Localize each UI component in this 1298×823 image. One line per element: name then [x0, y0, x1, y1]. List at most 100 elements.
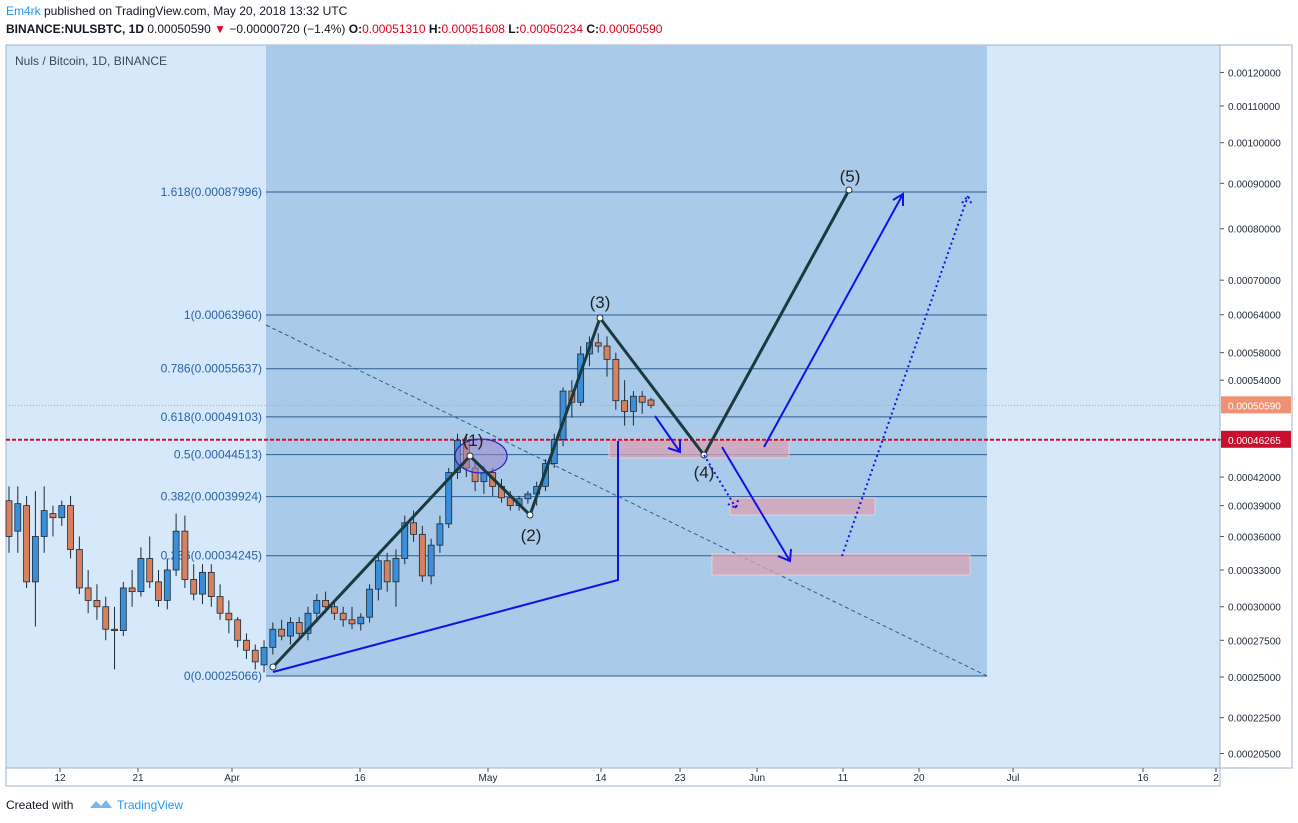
time-axis: 12 21 Apr 16 May 14 23 Jun 11 20 Jul 16 2: [54, 768, 1219, 784]
arrow-3-head: [777, 548, 792, 563]
candle-body: [594, 342, 602, 347]
wave-point-0[interactable]: [269, 663, 277, 671]
candle-body: [207, 571, 215, 598]
candle-body: [251, 649, 259, 663]
candle-body: [603, 345, 611, 360]
candle-body: [128, 587, 136, 593]
x-tick-label: 2: [1213, 773, 1219, 784]
wave-point-5[interactable]: [845, 186, 853, 194]
arrow-dotted-2: [841, 195, 969, 557]
candle-body: [392, 558, 400, 583]
price-change: −0.00000720 (−1.4%): [229, 22, 346, 36]
fib-label: 0.5(0.00044513): [174, 448, 262, 462]
candle-body: [260, 646, 268, 666]
y-tick-label: 0.00042000: [1228, 473, 1281, 484]
open-label: O:: [348, 22, 363, 36]
wave-path: [271, 189, 851, 669]
close-value: 0.00050590: [599, 22, 663, 36]
fib-label: 0.786(0.00055637): [161, 362, 262, 376]
y-tick-label: 0.00054000: [1228, 376, 1281, 387]
y-tick-label: 0.00022500: [1228, 714, 1281, 725]
candle-body: [23, 505, 30, 583]
fib-label: 0.618(0.00049103): [161, 410, 262, 424]
footer: Created with TradingView: [0, 790, 1298, 823]
candle-body: [119, 587, 127, 631]
candle-body: [322, 599, 330, 608]
marked-price-tag-label: 0.00046265: [1228, 436, 1281, 447]
candle-body: [172, 530, 180, 571]
candle-body: [243, 639, 250, 651]
x-tick-label: Apr: [224, 773, 240, 784]
candle-body: [410, 522, 417, 535]
candle-body: [383, 560, 391, 583]
arrow-1-shaft: [654, 415, 681, 453]
candle-body: [14, 503, 22, 532]
candle-body: [427, 544, 435, 577]
x-tick-label: 16: [1137, 773, 1149, 784]
candle-body: [234, 619, 242, 641]
candle-body: [339, 612, 347, 621]
channel-line: [272, 441, 619, 673]
tradingview-logo-icon[interactable]: [88, 796, 114, 812]
x-tick-label: 20: [913, 773, 925, 784]
candle-body: [5, 500, 13, 537]
symbol-label: BINANCE:NULSBTC, 1D: [6, 22, 144, 36]
y-tick-label: 0.00033000: [1228, 566, 1281, 577]
time-axis-background: [5, 767, 1221, 787]
candle-body: [190, 579, 198, 595]
close-label: C:: [586, 22, 600, 36]
candle-body: [163, 569, 171, 601]
candle-body: [304, 612, 312, 634]
author-link[interactable]: Em4rk: [6, 4, 41, 18]
wave-point-2[interactable]: [526, 511, 534, 519]
y-tick-label: 0.00036000: [1228, 532, 1281, 543]
candle-body: [278, 628, 286, 637]
fib-zone: [266, 45, 987, 676]
high-value: 0.00051608: [441, 22, 505, 36]
candle-body: [418, 533, 426, 577]
tradingview-link[interactable]: TradingView: [117, 798, 184, 812]
candle-body: [225, 612, 233, 621]
wave-label-1: (1): [463, 431, 484, 450]
candle-body: [102, 606, 110, 630]
last-price-tag-label: 0.00050590: [1228, 401, 1281, 412]
candle-body: [445, 472, 453, 525]
publish-text: published on TradingView.com, May 20, 20…: [40, 4, 348, 18]
target-box-2: [729, 497, 876, 516]
wave-point-1[interactable]: [466, 452, 474, 460]
publish-header: Em4rk published on TradingView.com, May …: [0, 0, 1298, 40]
y-tick-label: 0.00039000: [1228, 502, 1281, 513]
wave-label-5: (5): [840, 167, 861, 186]
wave-label-3: (3): [590, 293, 611, 312]
fib-label: 0(0.00025066): [184, 669, 262, 683]
candle-body: [287, 622, 294, 637]
wave-point-3[interactable]: [596, 314, 604, 322]
candle-body: [330, 606, 338, 614]
candle-body: [155, 581, 162, 601]
last-price-tag: [1221, 396, 1291, 414]
wave-label-2: (2): [521, 526, 542, 545]
y-tick-label: 0.00120000: [1228, 68, 1281, 79]
candle-body: [401, 522, 409, 559]
y-tick-label: 0.00090000: [1228, 179, 1281, 190]
candle-body: [199, 571, 206, 595]
x-tick-label: 21: [132, 773, 144, 784]
elliott-wave: (1) (2) (3) (4) (5): [269, 167, 861, 671]
target-box-3: [711, 553, 971, 576]
x-tick-label: 12: [54, 773, 66, 784]
candle-body: [612, 358, 620, 402]
fib-label: 1.618(0.00087996): [161, 185, 262, 199]
arrow-dotted-2-head: [961, 194, 973, 206]
x-tick-label: 23: [674, 773, 686, 784]
wave1-highlight: [454, 438, 508, 474]
fib-trend-dashed: [265, 324, 988, 677]
y-tick-label: 0.00020500: [1228, 750, 1281, 761]
candle-body: [524, 493, 532, 500]
open-value: 0.00051310: [362, 22, 426, 36]
candle-body: [146, 558, 154, 583]
y-tick-label: 0.00025000: [1228, 673, 1281, 684]
price-lines: [6, 404, 1220, 441]
candle-body: [506, 497, 514, 507]
publish-info: Em4rk published on TradingView.com, May …: [6, 4, 347, 18]
